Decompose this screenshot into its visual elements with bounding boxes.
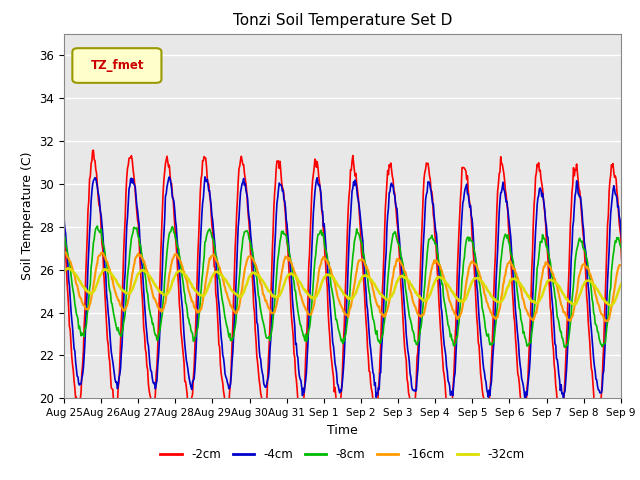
- -2cm: [240, 162, 248, 168]
- -16cm: [456, 311, 464, 317]
- -16cm: [61, 249, 69, 255]
- -8cm: [456, 300, 464, 306]
- FancyBboxPatch shape: [72, 48, 161, 83]
- -8cm: [93, 223, 101, 229]
- -2cm: [131, 179, 138, 184]
- -4cm: [423, 189, 431, 195]
- Line: -8cm: -8cm: [64, 226, 640, 349]
- -16cm: [423, 292, 431, 298]
- -32cm: [64, 265, 72, 271]
- -2cm: [292, 372, 300, 377]
- -4cm: [240, 176, 248, 181]
- -8cm: [60, 232, 68, 238]
- -16cm: [131, 261, 138, 266]
- -4cm: [632, 396, 640, 402]
- -2cm: [458, 185, 465, 191]
- -32cm: [423, 296, 431, 302]
- -32cm: [240, 290, 248, 296]
- -2cm: [269, 229, 277, 235]
- Line: -16cm: -16cm: [64, 252, 640, 323]
- -2cm: [90, 147, 97, 153]
- -4cm: [60, 216, 68, 221]
- Line: -4cm: -4cm: [64, 177, 640, 399]
- -32cm: [131, 281, 138, 287]
- -8cm: [131, 225, 138, 230]
- -2cm: [424, 160, 432, 166]
- -32cm: [456, 299, 464, 304]
- -32cm: [269, 293, 277, 299]
- -2cm: [408, 419, 415, 424]
- -16cm: [292, 272, 300, 277]
- -2cm: [60, 220, 68, 226]
- -8cm: [292, 288, 300, 294]
- Y-axis label: Soil Temperature (C): Soil Temperature (C): [20, 152, 34, 280]
- -8cm: [636, 347, 640, 352]
- -4cm: [456, 241, 464, 247]
- -16cm: [240, 275, 248, 280]
- X-axis label: Time: Time: [327, 424, 358, 437]
- Text: TZ_fmet: TZ_fmet: [91, 59, 144, 72]
- -16cm: [60, 250, 68, 256]
- -32cm: [292, 274, 300, 279]
- Legend: -2cm, -4cm, -8cm, -16cm, -32cm: -2cm, -4cm, -8cm, -16cm, -32cm: [156, 443, 529, 466]
- Line: -32cm: -32cm: [64, 268, 640, 306]
- -32cm: [60, 270, 68, 276]
- -4cm: [130, 180, 138, 186]
- Line: -2cm: -2cm: [64, 150, 640, 421]
- -4cm: [201, 174, 209, 180]
- -8cm: [269, 316, 277, 322]
- -4cm: [292, 342, 300, 348]
- -8cm: [423, 251, 431, 256]
- -4cm: [269, 281, 277, 287]
- -16cm: [269, 310, 277, 316]
- Title: Tonzi Soil Temperature Set D: Tonzi Soil Temperature Set D: [233, 13, 452, 28]
- -8cm: [240, 233, 248, 239]
